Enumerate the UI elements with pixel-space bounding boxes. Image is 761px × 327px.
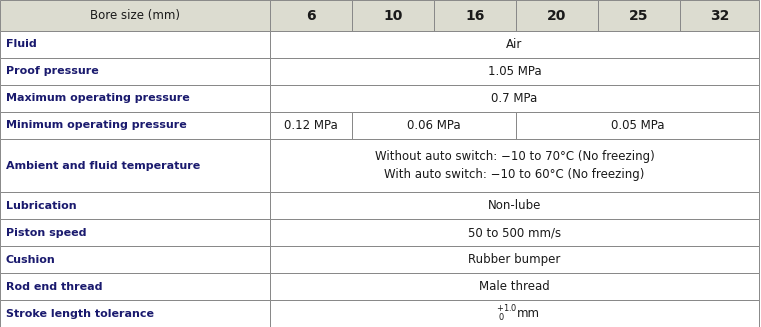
Bar xyxy=(0,300,270,327)
Bar xyxy=(0,273,270,300)
Bar xyxy=(434,0,516,31)
Text: Stroke length tolerance: Stroke length tolerance xyxy=(6,309,154,318)
Text: 10: 10 xyxy=(384,9,403,23)
Text: Ambient and fluid temperature: Ambient and fluid temperature xyxy=(6,161,200,171)
Bar xyxy=(270,85,759,112)
Bar xyxy=(0,85,270,112)
Bar xyxy=(0,112,270,139)
Bar xyxy=(680,0,759,31)
Text: Rod end thread: Rod end thread xyxy=(6,282,103,292)
Text: 0.06 MPa: 0.06 MPa xyxy=(407,119,461,132)
Bar xyxy=(270,273,759,300)
Text: 50 to 500 mm/s: 50 to 500 mm/s xyxy=(468,226,561,239)
Text: Bore size (mm): Bore size (mm) xyxy=(90,9,180,22)
Bar xyxy=(270,112,352,139)
Text: 32: 32 xyxy=(710,9,729,23)
Bar xyxy=(0,0,270,31)
Bar xyxy=(270,139,759,193)
Bar xyxy=(0,219,270,246)
Bar xyxy=(0,246,270,273)
Text: Minimum operating pressure: Minimum operating pressure xyxy=(6,120,186,130)
Text: Without auto switch: −10 to 70°C (No freezing)
With auto switch: −10 to 60°C (No: Without auto switch: −10 to 70°C (No fre… xyxy=(374,150,654,181)
Bar xyxy=(598,0,680,31)
Text: Piston speed: Piston speed xyxy=(6,228,87,238)
Bar xyxy=(0,31,270,58)
Text: 0.05 MPa: 0.05 MPa xyxy=(611,119,664,132)
Text: Cushion: Cushion xyxy=(6,255,56,265)
Bar xyxy=(352,112,516,139)
Text: mm: mm xyxy=(517,307,540,320)
Bar xyxy=(270,0,352,31)
Text: Rubber bumper: Rubber bumper xyxy=(468,253,561,266)
Text: 6: 6 xyxy=(306,9,316,23)
Bar xyxy=(0,58,270,85)
Bar xyxy=(516,112,759,139)
Bar xyxy=(0,139,270,193)
Text: $^{+1.0}_{\ 0}$: $^{+1.0}_{\ 0}$ xyxy=(495,303,517,324)
Bar xyxy=(270,300,759,327)
Text: Non-lube: Non-lube xyxy=(488,199,541,213)
Text: 0.7 MPa: 0.7 MPa xyxy=(492,92,537,105)
Text: Male thread: Male thread xyxy=(479,280,550,293)
Text: Lubrication: Lubrication xyxy=(6,201,77,211)
Text: Air: Air xyxy=(506,38,523,51)
Text: Proof pressure: Proof pressure xyxy=(6,66,99,77)
Text: 25: 25 xyxy=(629,9,648,23)
Bar xyxy=(352,0,434,31)
Text: Fluid: Fluid xyxy=(6,40,37,49)
Text: 20: 20 xyxy=(547,9,567,23)
Text: 0.12 MPa: 0.12 MPa xyxy=(284,119,338,132)
Text: 16: 16 xyxy=(465,9,485,23)
Text: 1.05 MPa: 1.05 MPa xyxy=(488,65,541,78)
Bar xyxy=(270,193,759,219)
Bar xyxy=(0,193,270,219)
Bar xyxy=(516,0,598,31)
Bar xyxy=(270,58,759,85)
Text: Maximum operating pressure: Maximum operating pressure xyxy=(6,93,189,103)
Bar xyxy=(270,246,759,273)
Bar xyxy=(270,219,759,246)
Bar xyxy=(270,31,759,58)
